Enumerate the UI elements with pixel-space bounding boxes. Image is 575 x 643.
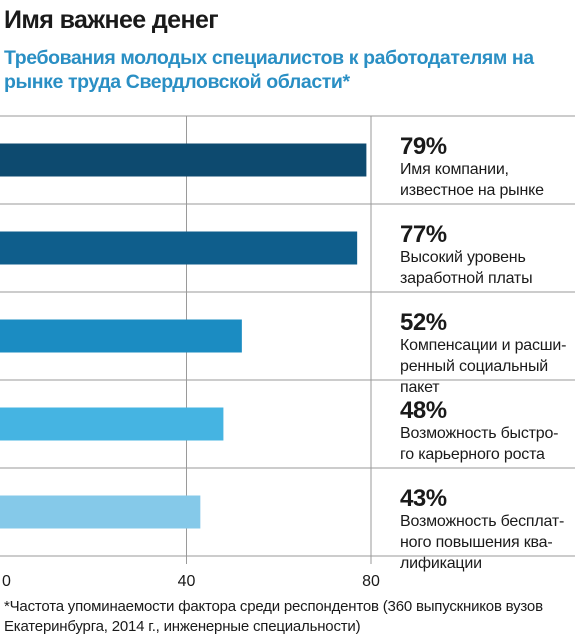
x-tick-label: 80: [362, 573, 380, 590]
value-label: 52%: [400, 309, 447, 336]
category-label: Возможность бесплат-: [400, 513, 564, 530]
x-tick-label: 0: [2, 573, 11, 590]
category-label: Возможность быстро-: [400, 425, 558, 442]
category-label: Компенсации и расши-: [400, 337, 566, 354]
bar-5: [0, 495, 201, 529]
category-label: заработной платы: [400, 270, 532, 287]
chart-title: Имя важнее денег: [4, 6, 219, 34]
x-tick-label: 40: [178, 573, 196, 590]
category-label: Имя компании,: [400, 161, 509, 178]
bar-4: [0, 407, 224, 441]
bar-2: [0, 231, 358, 265]
chart-subtitle: Требования молодых специалистов к работо…: [4, 47, 534, 93]
bar-3: [0, 319, 242, 353]
value-label: 43%: [400, 485, 447, 512]
footnote: *Частота упоминаемости фактора среди рес…: [4, 598, 543, 635]
bar-chart: 79%Имя компании, известное на рынке 77%Выс…: [0, 115, 575, 590]
value-label: 77%: [400, 221, 447, 248]
category-label: го карьерного роста: [400, 446, 545, 463]
category-label: пакет: [400, 379, 440, 396]
category-label: ренный социальный: [400, 358, 548, 375]
bar-1: [0, 143, 367, 177]
category-label: известное на рынке: [400, 182, 544, 199]
value-label: 48%: [400, 397, 447, 424]
value-label: 79%: [400, 133, 447, 160]
category-label: лификации: [400, 555, 482, 572]
category-label: Высокий уровень: [400, 249, 526, 266]
category-label: ного повышения ква-: [400, 534, 553, 551]
